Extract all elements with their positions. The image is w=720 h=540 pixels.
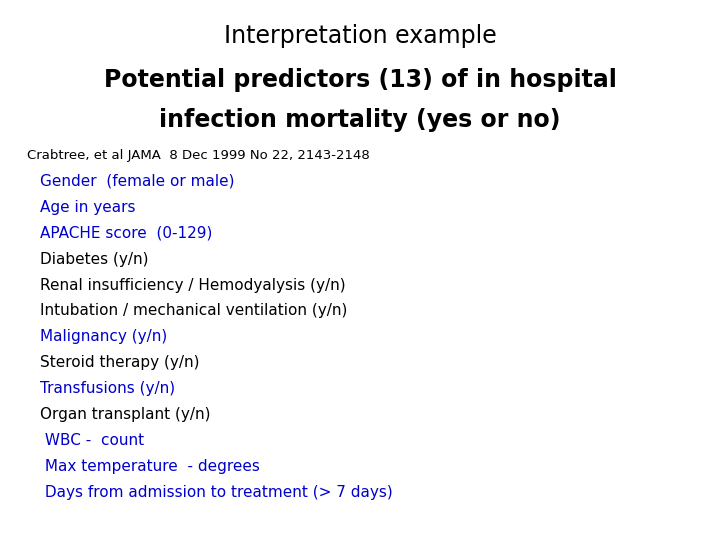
- Text: Intubation / mechanical ventilation (y/n): Intubation / mechanical ventilation (y/n…: [40, 303, 347, 319]
- Text: Renal insufficiency / Hemodyalysis (y/n): Renal insufficiency / Hemodyalysis (y/n): [40, 278, 345, 293]
- Text: Gender  (female or male): Gender (female or male): [40, 174, 234, 189]
- Text: Potential predictors (13) of in hospital: Potential predictors (13) of in hospital: [104, 68, 616, 91]
- Text: APACHE score  (0-129): APACHE score (0-129): [40, 226, 212, 241]
- Text: infection mortality (yes or no): infection mortality (yes or no): [159, 108, 561, 132]
- Text: Interpretation example: Interpretation example: [224, 24, 496, 48]
- Text: Max temperature  - degrees: Max temperature - degrees: [40, 459, 259, 474]
- Text: Days from admission to treatment (> 7 days): Days from admission to treatment (> 7 da…: [40, 485, 392, 500]
- Text: Organ transplant (y/n): Organ transplant (y/n): [40, 407, 210, 422]
- Text: WBC -  count: WBC - count: [40, 433, 144, 448]
- Text: Age in years: Age in years: [40, 200, 135, 215]
- Text: Transfusions (y/n): Transfusions (y/n): [40, 381, 175, 396]
- Text: Malignancy (y/n): Malignancy (y/n): [40, 329, 167, 345]
- Text: Crabtree, et al JAMA  8 Dec 1999 No 22, 2143-2148: Crabtree, et al JAMA 8 Dec 1999 No 22, 2…: [27, 148, 370, 161]
- Text: Diabetes (y/n): Diabetes (y/n): [40, 252, 148, 267]
- Text: Steroid therapy (y/n): Steroid therapy (y/n): [40, 355, 199, 370]
